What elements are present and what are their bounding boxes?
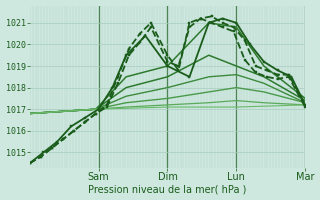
- X-axis label: Pression niveau de la mer( hPa ): Pression niveau de la mer( hPa ): [88, 184, 247, 194]
